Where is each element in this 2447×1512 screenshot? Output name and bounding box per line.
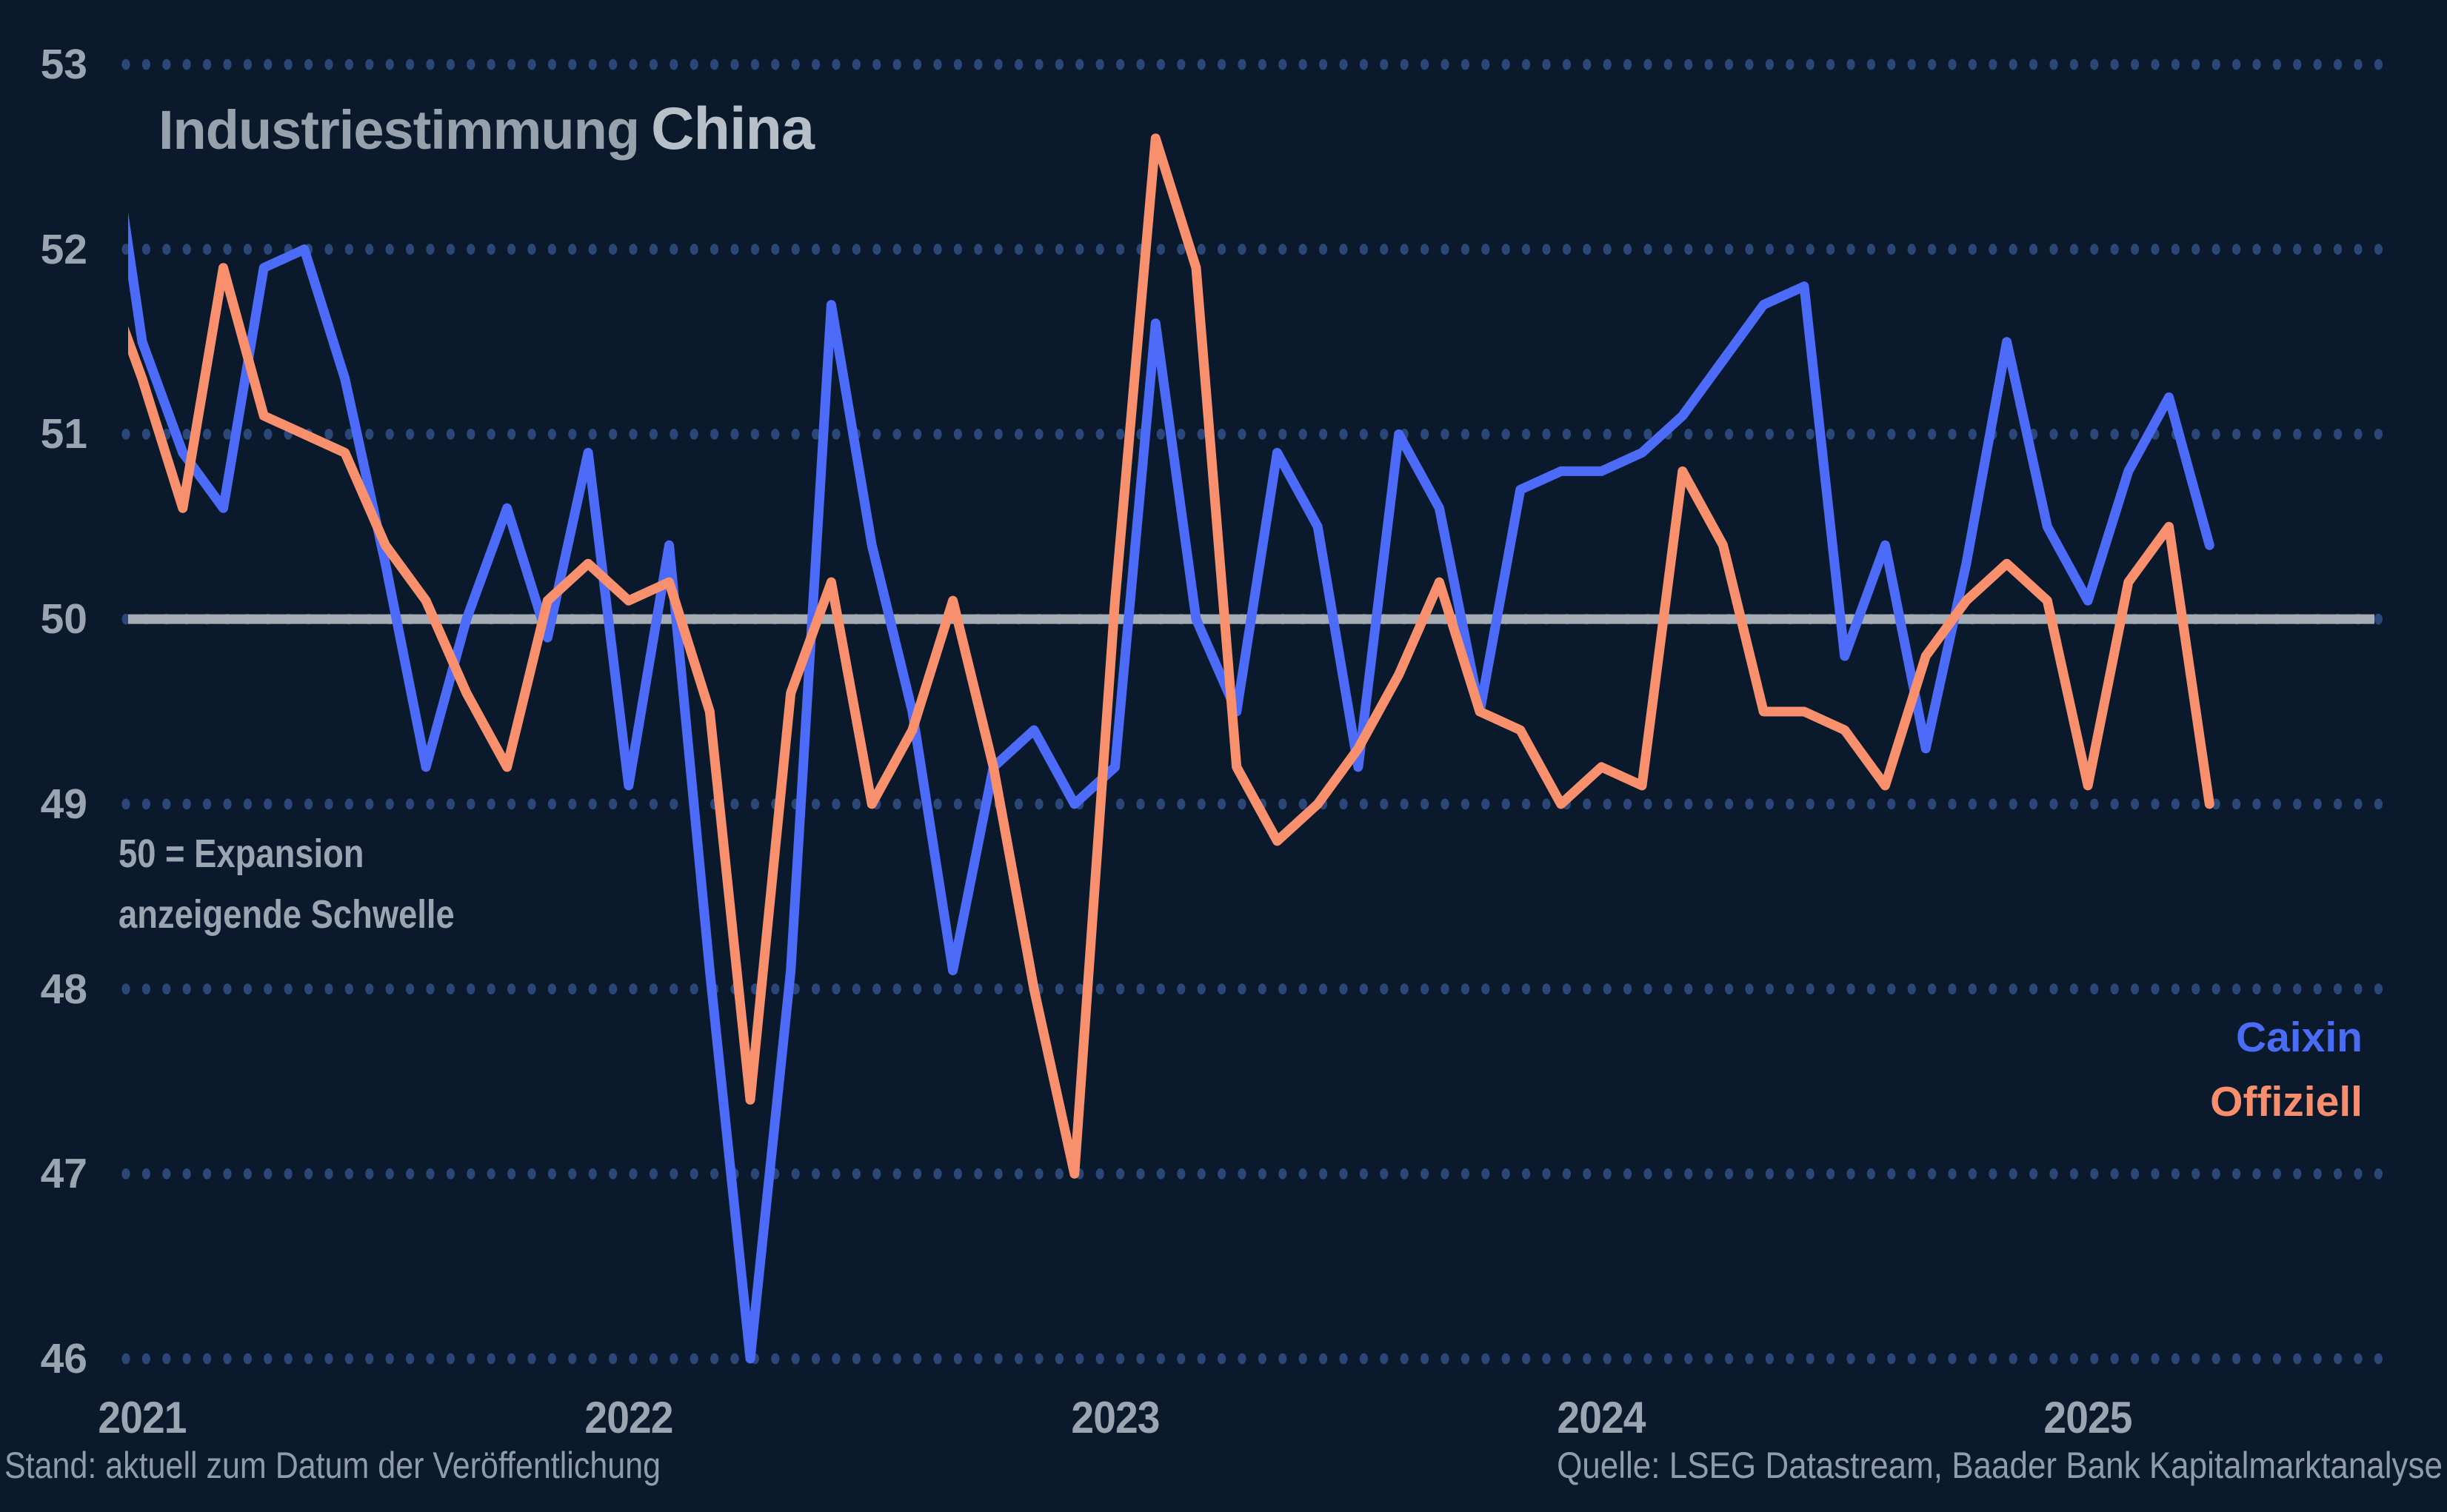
- y-axis-label-53: 53: [40, 41, 87, 88]
- x-axis-label-2021: 2021: [98, 1393, 187, 1442]
- series-line-offiziell: [128, 133, 2214, 1179]
- legend-offiziell: Offiziell: [2210, 1078, 2363, 1125]
- x-axis-label-2023: 2023: [1070, 1393, 1160, 1442]
- x-axis-label-2025: 2025: [2043, 1393, 2132, 1442]
- y-axis-label-50: 50: [40, 595, 87, 643]
- y-axis-label-52: 52: [40, 225, 87, 273]
- y-axis-label-46: 46: [40, 1334, 87, 1382]
- y-axis-label-51: 51: [40, 410, 87, 458]
- chart-title: Industriestimmung China: [158, 95, 815, 164]
- footer-source-note: Quelle: LSEG Datastream, Baader Bank Kap…: [1557, 1445, 2443, 1486]
- grid-dotted-lines: [121, 58, 2383, 1365]
- y-axis-label-49: 49: [40, 780, 87, 828]
- threshold-annotation: 50 = Expansion anzeigende Schwelle: [118, 823, 455, 945]
- threshold-annotation-line1: 50 = Expansion: [118, 832, 364, 876]
- chart-title-secondary: China: [651, 96, 815, 162]
- y-axis-label-48: 48: [40, 965, 87, 1013]
- threshold-annotation-line2: anzeigende Schwelle: [118, 892, 455, 937]
- y-axis-label-47: 47: [40, 1150, 87, 1198]
- footer-status-note: Stand: aktuell zum Datum der Veröffentli…: [4, 1445, 661, 1486]
- legend-caixin: Caixin: [2235, 1014, 2363, 1061]
- x-axis-label-2024: 2024: [1557, 1393, 1646, 1442]
- series-line-caixin: [128, 212, 2214, 1364]
- chart-title-primary: Industriestimmung: [158, 99, 640, 161]
- data-series-lines: [128, 133, 2214, 1364]
- x-axis-label-2022: 2022: [584, 1393, 673, 1442]
